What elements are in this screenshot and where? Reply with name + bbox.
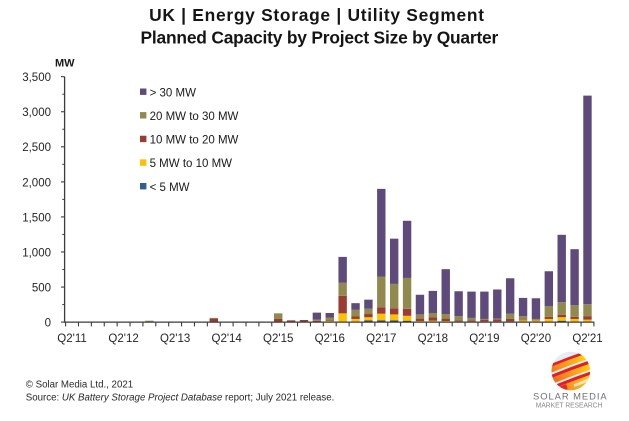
svg-text:MARKET RESEARCH: MARKET RESEARCH [536, 400, 603, 409]
svg-text:> 30 MW: > 30 MW [150, 87, 196, 99]
svg-text:Q2'21: Q2'21 [572, 333, 602, 345]
svg-text:Q2'17: Q2'17 [366, 333, 396, 345]
svg-text:Q2'14: Q2'14 [212, 333, 243, 345]
svg-text:500: 500 [32, 282, 51, 294]
svg-text:Q2'18: Q2'18 [418, 333, 448, 345]
svg-text:Q2'16: Q2'16 [315, 333, 345, 345]
svg-text:2,000: 2,000 [22, 177, 51, 189]
svg-text:3,500: 3,500 [22, 72, 51, 84]
svg-text:20 MW to 30 MW: 20 MW to 30 MW [150, 111, 239, 123]
svg-text:SOLAR MEDIA: SOLAR MEDIA [533, 390, 607, 401]
svg-text:1,500: 1,500 [22, 212, 51, 224]
svg-text:Q2'12: Q2'12 [108, 333, 138, 345]
svg-text:3,000: 3,000 [22, 107, 51, 119]
svg-text:Q2'20: Q2'20 [521, 333, 551, 345]
svg-text:2,500: 2,500 [22, 142, 51, 154]
svg-text:0: 0 [45, 318, 51, 330]
svg-text:1,000: 1,000 [22, 247, 51, 259]
svg-text:10 MW to 20 MW: 10 MW to 20 MW [150, 135, 239, 147]
svg-text:Q2'11: Q2'11 [57, 333, 86, 345]
svg-text:Q2'13: Q2'13 [160, 333, 190, 345]
svg-text:Q2'19: Q2'19 [469, 333, 499, 345]
svg-text:Source: UK Battery Storage Pro: Source: UK Battery Storage Project Datab… [26, 392, 335, 403]
svg-text:5 MW to 10 MW: 5 MW to 10 MW [150, 158, 233, 170]
svg-text:Q2'15: Q2'15 [263, 333, 293, 345]
svg-text:UK | Energy Storage | Utility: UK | Energy Storage | Utility Segment [149, 5, 484, 25]
svg-text:© Solar Media Ltd., 2021: © Solar Media Ltd., 2021 [26, 380, 133, 391]
svg-text:Planned Capacity by Project Si: Planned Capacity by Project Size by Quar… [141, 28, 499, 48]
svg-text:MW: MW [55, 58, 75, 70]
svg-text:< 5 MW: < 5 MW [150, 182, 190, 194]
